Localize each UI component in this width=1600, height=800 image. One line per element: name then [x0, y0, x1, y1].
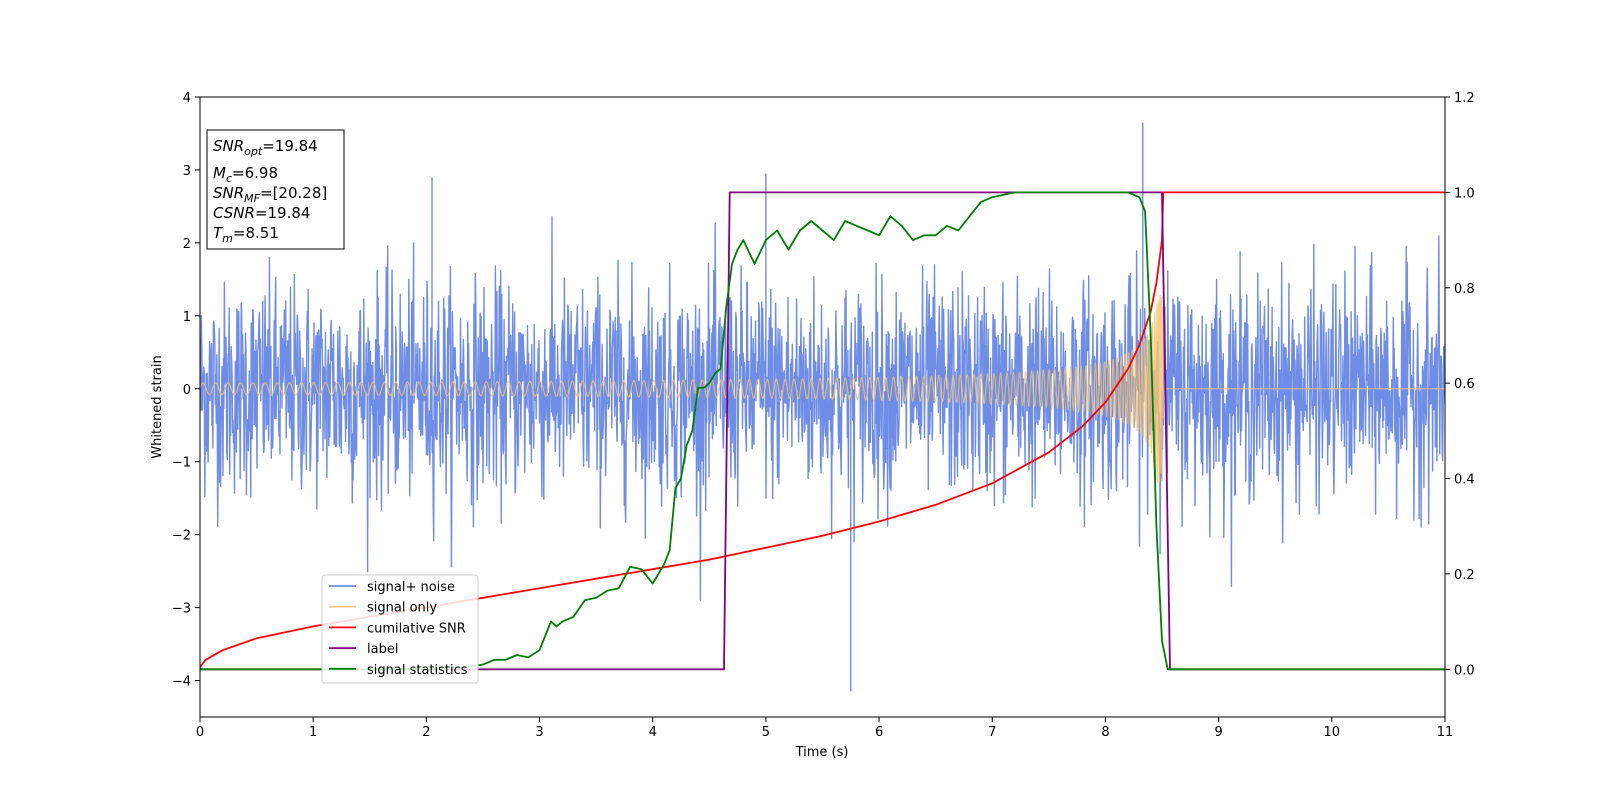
x-tick-label: 0 — [196, 725, 204, 740]
legend-label: signal only — [367, 601, 437, 616]
x-tick-label: 3 — [535, 725, 543, 740]
y-axis-right: 0.0 0.2 0.4 0.6 0.8 1.0 1.2 — [1445, 91, 1475, 678]
legend-frame — [321, 574, 479, 684]
x-tick-label: 4 — [649, 725, 657, 740]
annotation-frame — [206, 129, 345, 250]
y2-tick-label: 0.4 — [1454, 473, 1475, 488]
annotation-line: Mc=6.98 — [213, 164, 278, 185]
legend-label: signal+ noise — [367, 580, 455, 595]
y-tick-label: 0 — [183, 383, 191, 398]
y-axis-label: Whitened strain — [150, 355, 165, 458]
x-axis: 0 1 2 3 4 5 6 7 8 9 10 11 — [196, 717, 1453, 740]
legend-item-signal-noise: signal+ noise — [329, 580, 455, 595]
y2-tick-label: 1.0 — [1454, 186, 1475, 201]
series-signal-noise-line — [200, 122, 1445, 692]
legend-item-signal-only: signal only — [329, 601, 437, 616]
y2-tick-label: 0.8 — [1454, 282, 1475, 297]
y2-tick-label: 0.2 — [1454, 568, 1475, 583]
legend-item-signal-statistics: signal statistics — [329, 663, 468, 678]
y-tick-label: 2 — [183, 237, 191, 252]
legend-label: cumilative SNR — [367, 621, 466, 636]
x-tick-label: 9 — [1214, 725, 1222, 740]
y2-tick-label: 0.6 — [1454, 377, 1475, 392]
annotation-line: Tm=8.51 — [213, 224, 279, 245]
legend-item-cumulative-snr: cumilative SNR — [329, 621, 466, 636]
legend: signal+ noise signal only cumilative SNR la… — [321, 574, 479, 684]
series-signal-only-line — [200, 294, 1445, 484]
y-tick-label: 1 — [183, 310, 191, 325]
y-tick-label: −4 — [172, 675, 191, 690]
x-tick-label: 8 — [1101, 725, 1109, 740]
legend-item-label: label — [329, 642, 398, 657]
annotation-line: CSNR=19.84 — [213, 204, 310, 222]
y2-tick-label: 1.2 — [1454, 91, 1475, 106]
y2-tick-label: 0.0 — [1454, 663, 1475, 678]
x-tick-label: 10 — [1324, 725, 1341, 740]
x-tick-label: 7 — [988, 725, 996, 740]
y-tick-label: 3 — [183, 164, 191, 179]
y-tick-label: 4 — [183, 91, 191, 106]
legend-label: signal statistics — [367, 663, 468, 678]
annotation-line: SNRMF=[20.28] — [213, 184, 327, 205]
y-tick-label: −1 — [172, 456, 191, 471]
y-tick-label: −3 — [172, 602, 191, 617]
x-tick-label: 1 — [309, 725, 317, 740]
annotation-line: SNRopt=19.84 — [213, 137, 318, 158]
x-tick-label: 2 — [422, 725, 430, 740]
y-tick-label: −2 — [172, 529, 191, 544]
series-signal-statistics-line — [200, 191, 1445, 671]
annotation-box: SNRopt=19.84 Mc=6.98SNRMF=[20.28]CSNR=19.… — [206, 129, 345, 250]
y-axis-left: −4 −3 −2 −1 0 1 2 3 4 — [172, 91, 200, 690]
legend-label: label — [367, 642, 398, 657]
x-tick-label: 6 — [875, 725, 883, 740]
x-axis-label: Time (s) — [795, 745, 849, 760]
plot-frame — [199, 96, 1446, 718]
x-tick-label: 11 — [1437, 725, 1454, 740]
x-tick-label: 5 — [762, 725, 770, 740]
